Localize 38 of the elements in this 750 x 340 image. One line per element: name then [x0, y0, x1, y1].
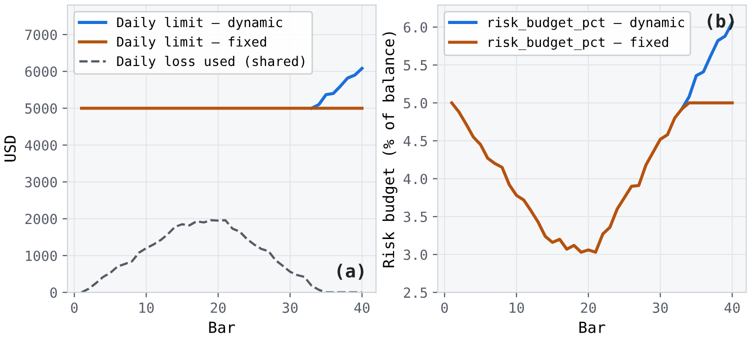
x-tick-label: 20: [210, 302, 226, 313]
x-axis-title: Bar: [209, 322, 235, 334]
x-tick-label: 30: [652, 302, 668, 313]
annotation: (a): [338, 264, 364, 280]
y-tick-label: 5000: [25, 103, 57, 114]
x-tick-label: 40: [724, 302, 740, 313]
x-tick-label: 10: [140, 302, 154, 313]
legend-label: Daily limit — fixed: [117, 36, 266, 50]
y-axis-title: Risk budget (% of balance): [382, 32, 398, 268]
x-tick-label: 40: [354, 302, 370, 313]
x-tick-label: 0: [71, 302, 78, 313]
x-tick-label: 30: [282, 302, 298, 313]
y-tick-label: 4.5: [404, 136, 427, 146]
x-tick-label: 0: [441, 302, 448, 313]
y-tick-label: 6.0: [404, 22, 428, 33]
y-axis-title: USD: [4, 136, 16, 162]
legend-label: Daily loss used (shared): [117, 56, 304, 69]
y-tick-label: 5.5: [404, 60, 427, 70]
x-axis-title: Bar: [579, 322, 606, 334]
y-tick-label: 3.0: [404, 250, 428, 260]
y-tick-label: 0: [50, 287, 57, 298]
y-tick-label: 4000: [25, 140, 57, 151]
x-tick-label: 20: [581, 302, 596, 313]
y-tick-label: 2.5: [404, 287, 427, 298]
y-tick-label: 5.0: [404, 98, 428, 108]
y-tick-label: 1000: [26, 250, 57, 262]
legend-label: Daily limit — dynamic: [117, 16, 282, 30]
x-tick-label: 10: [510, 302, 524, 313]
y-tick-label: 3000: [25, 176, 57, 188]
y-tick-label: 4.0: [404, 174, 428, 184]
y-tick-label: 7000: [25, 30, 57, 40]
y-tick-label: 6000: [25, 66, 57, 77]
line-series: [450, 101, 734, 254]
legend-label: risk_budget_pct — fixed: [488, 36, 668, 50]
legend-label: risk_budget_pct — dynamic: [488, 17, 684, 30]
y-tick-label: 2000: [25, 214, 57, 224]
annotation: (b): [708, 14, 734, 30]
y-tick-label: 3.5: [404, 212, 427, 222]
